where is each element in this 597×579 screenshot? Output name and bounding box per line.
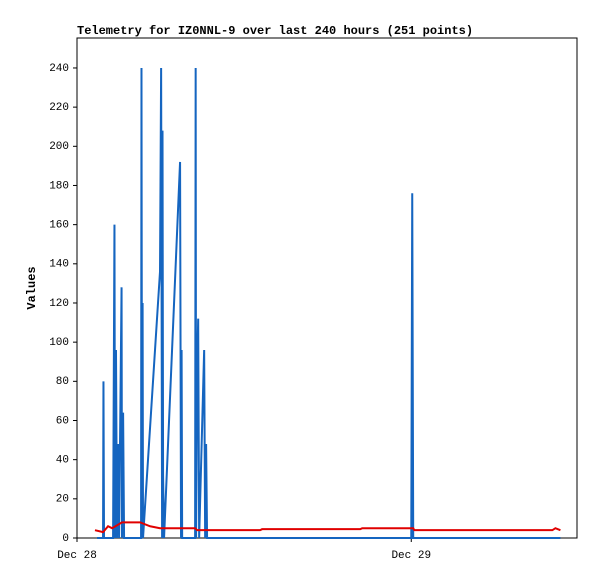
- y-tick-label: 100: [49, 337, 69, 349]
- data-line: [97, 67, 561, 539]
- chart-title: Telemetry for IZ0NNL-9 over last 240 hou…: [77, 24, 473, 38]
- x-tick-label: Dec 28: [57, 550, 97, 562]
- y-tick-label: 200: [49, 141, 69, 153]
- y-tick-label: 160: [49, 220, 69, 232]
- plot-frame: [76, 37, 578, 539]
- y-tick-label: 120: [49, 298, 69, 310]
- y-tick-label: 240: [49, 63, 69, 75]
- y-tick-label: 180: [49, 180, 69, 192]
- y-tick-label: 60: [56, 415, 69, 427]
- x-tick-label: Dec 29: [391, 550, 431, 562]
- y-tick-label: 0: [62, 533, 69, 545]
- y-tick-label: 80: [56, 376, 69, 388]
- y-tick-label: 140: [49, 259, 69, 271]
- y-axis-label: Values: [25, 266, 39, 309]
- data-line: [94, 521, 561, 534]
- y-tick-label: 220: [49, 102, 69, 114]
- y-tick-label: 20: [56, 494, 69, 506]
- y-tick-label: 40: [56, 455, 69, 467]
